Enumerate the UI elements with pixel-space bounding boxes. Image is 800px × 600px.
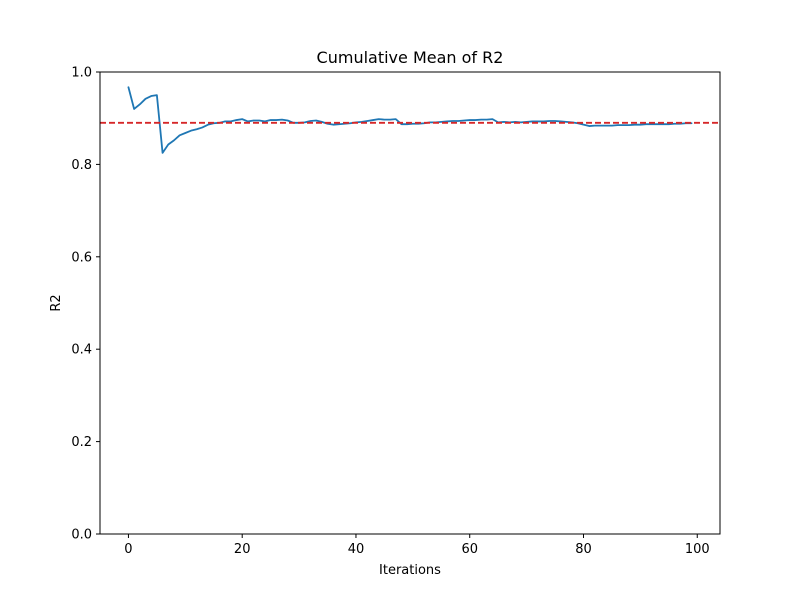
x-tick-label: 0 <box>124 542 132 557</box>
x-tick-label: 100 <box>685 542 710 557</box>
series-line-0 <box>127 86 693 154</box>
x-tick-label: 60 <box>461 542 478 557</box>
y-tick-label: 0.4 <box>71 343 92 358</box>
x-tick-label: 80 <box>575 542 592 557</box>
chart-title: Cumulative Mean of R2 <box>317 48 504 67</box>
plot-area-frame <box>99 71 721 535</box>
y-tick-label: 0.8 <box>71 158 92 173</box>
y-axis-title: R2 <box>49 294 64 311</box>
axis-ticks: 0 20 40 60 80 100 0.0 0.2 0.4 0.6 0.8 1.0 <box>71 66 709 558</box>
y-tick-label: 0.2 <box>71 435 92 450</box>
x-tick-label: 20 <box>234 542 251 557</box>
chart-marks <box>100 86 720 154</box>
y-tick-label: 1.0 <box>71 66 92 81</box>
x-tick-label: 40 <box>348 542 365 557</box>
x-axis-title: Iterations <box>379 563 441 578</box>
y-tick-label: 0.0 <box>71 528 92 543</box>
y-tick-label: 0.6 <box>71 250 92 265</box>
